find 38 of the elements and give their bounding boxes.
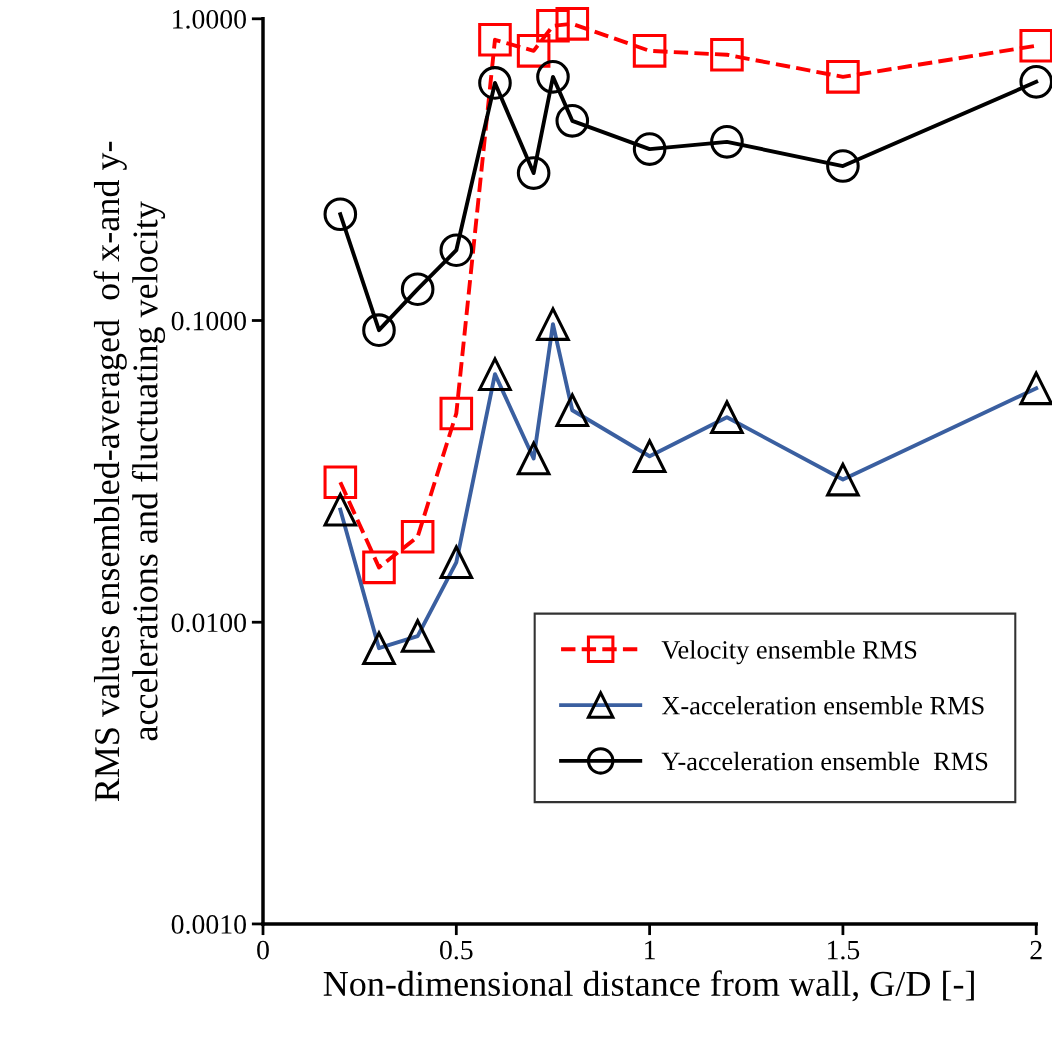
x-tick-label: 1 — [645, 940, 655, 960]
point — [516, 34, 551, 68]
point — [555, 104, 590, 138]
point — [1019, 65, 1052, 99]
point — [536, 8, 570, 43]
y-tick-label: 1.0000 — [173, 9, 246, 29]
point — [516, 156, 551, 190]
point — [632, 34, 667, 68]
point — [400, 519, 435, 554]
point — [1019, 28, 1052, 63]
point — [826, 60, 860, 94]
y-tick-label: 0.0100 — [171, 613, 246, 633]
point — [710, 37, 744, 72]
legend-label: Y-acceleration ensemble RMS — [661, 751, 988, 771]
legend-label: Velocity ensemble RMS — [661, 640, 917, 665]
point — [323, 197, 358, 232]
x-tick-label: 2 — [1030, 940, 1042, 960]
point — [710, 125, 744, 159]
point — [362, 313, 396, 347]
point — [555, 7, 590, 41]
point — [323, 465, 358, 500]
x-tick-label: 0.5 — [440, 940, 473, 960]
x-tick-label: 0 — [257, 940, 269, 960]
point — [478, 22, 512, 57]
point — [826, 149, 860, 183]
point — [632, 132, 667, 166]
point — [439, 396, 474, 431]
y-tick-label: 0.0010 — [171, 915, 246, 934]
x-axis-title: Non-dimensional distance from wall, G/D [-] — [323, 970, 974, 1002]
point — [439, 233, 474, 268]
point — [362, 550, 396, 585]
y-tick-label: 0.1000 — [171, 311, 246, 331]
point — [400, 272, 435, 306]
legend-label: X-acceleration ensemble RMS — [661, 696, 984, 715]
point — [536, 60, 570, 94]
y-axis-title: RMS values ensembled-averaged of x-and y- accelerations and fluctuating velocity — [93, 141, 166, 802]
x-tick-label: 1.5 — [828, 940, 860, 960]
point — [478, 66, 512, 100]
